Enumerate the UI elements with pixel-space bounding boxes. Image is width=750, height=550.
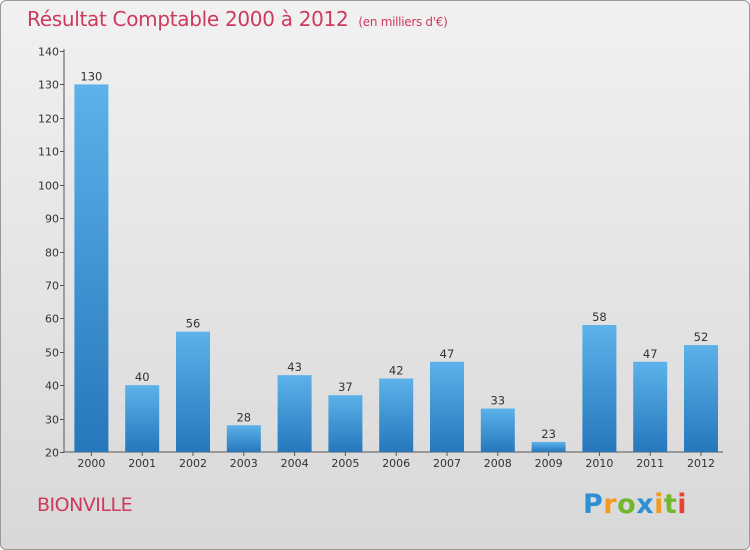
y-tick-label: 60 (45, 313, 59, 326)
bar-2009 (531, 441, 566, 452)
x-tick-label-2008: 2008 (484, 457, 512, 470)
x-tick-label-2001: 2001 (128, 457, 156, 470)
bar-2002 (176, 331, 210, 452)
y-tick-label: 140 (38, 46, 59, 59)
y-tick-label: 110 (38, 146, 59, 159)
logo-letter: r (603, 489, 618, 520)
bar-2008 (480, 408, 515, 452)
data-label-2003: 28 (236, 410, 251, 424)
x-tick-label-2007: 2007 (433, 457, 461, 470)
x-tick-label-2002: 2002 (179, 457, 207, 470)
bar-2007 (430, 361, 464, 452)
y-tick-label: 50 (45, 347, 59, 360)
x-tick-label-2012: 2012 (687, 457, 715, 470)
bar-2012 (684, 345, 718, 452)
x-tick-label-2004: 2004 (281, 457, 309, 470)
y-tick-label: 130 (38, 79, 59, 92)
bar-2011 (633, 361, 668, 452)
data-label-2004: 43 (287, 360, 302, 374)
x-tick-label-2000: 2000 (77, 457, 105, 470)
y-tick-label: 40 (45, 380, 59, 393)
bar-2005 (328, 395, 363, 452)
data-label-2009: 23 (541, 427, 556, 441)
x-tick-label-2010: 2010 (585, 457, 613, 470)
data-label-2011: 47 (643, 347, 658, 361)
data-label-2002: 56 (186, 317, 201, 331)
x-tick-label-2005: 2005 (331, 457, 359, 470)
x-tick-label-2003: 2003 (230, 457, 258, 470)
y-tick-label: 100 (38, 180, 59, 193)
y-tick-label: 120 (38, 113, 59, 126)
data-label-2005: 37 (338, 380, 353, 394)
place-name: BIONVILLE (37, 494, 133, 516)
logo-letter: i (677, 489, 688, 520)
proxiti-logo: Proxiti (583, 489, 687, 520)
bar-2000 (74, 84, 109, 453)
bar-2003 (226, 425, 261, 452)
x-tick-label-2006: 2006 (382, 457, 410, 470)
y-tick-label: 80 (45, 247, 59, 260)
y-tick-label: 90 (45, 213, 59, 226)
logo-letter: t (663, 489, 678, 520)
title-text: Résultat Comptable 2000 à 2012 (27, 7, 349, 31)
x-tick-label-2009: 2009 (535, 457, 563, 470)
logo-letter: P (583, 489, 604, 520)
data-label-2007: 47 (440, 347, 455, 361)
y-tick-label: 70 (45, 280, 59, 293)
bar-2006 (379, 378, 414, 452)
data-label-2008: 33 (490, 394, 505, 408)
y-tick-label: 30 (45, 414, 59, 427)
bar-2001 (125, 385, 160, 452)
bar-2010 (582, 325, 617, 452)
logo-letter: i (654, 489, 664, 520)
chart-subtitle: (en milliers d'€) (358, 15, 448, 29)
y-tick-label: 20 (45, 447, 59, 460)
data-label-2001: 40 (135, 370, 150, 384)
data-label-2000: 130 (80, 69, 102, 83)
bar-2004 (277, 375, 312, 452)
x-tick-label-2011: 2011 (636, 457, 664, 470)
data-label-2006: 42 (389, 363, 404, 377)
logo-letter: o (617, 489, 637, 520)
data-label-2012: 52 (694, 330, 709, 344)
logo-letter: x (636, 489, 655, 520)
data-label-2010: 58 (592, 310, 607, 324)
chart-title: Résultat Comptable 2000 à 2012 (en millie… (27, 7, 448, 31)
